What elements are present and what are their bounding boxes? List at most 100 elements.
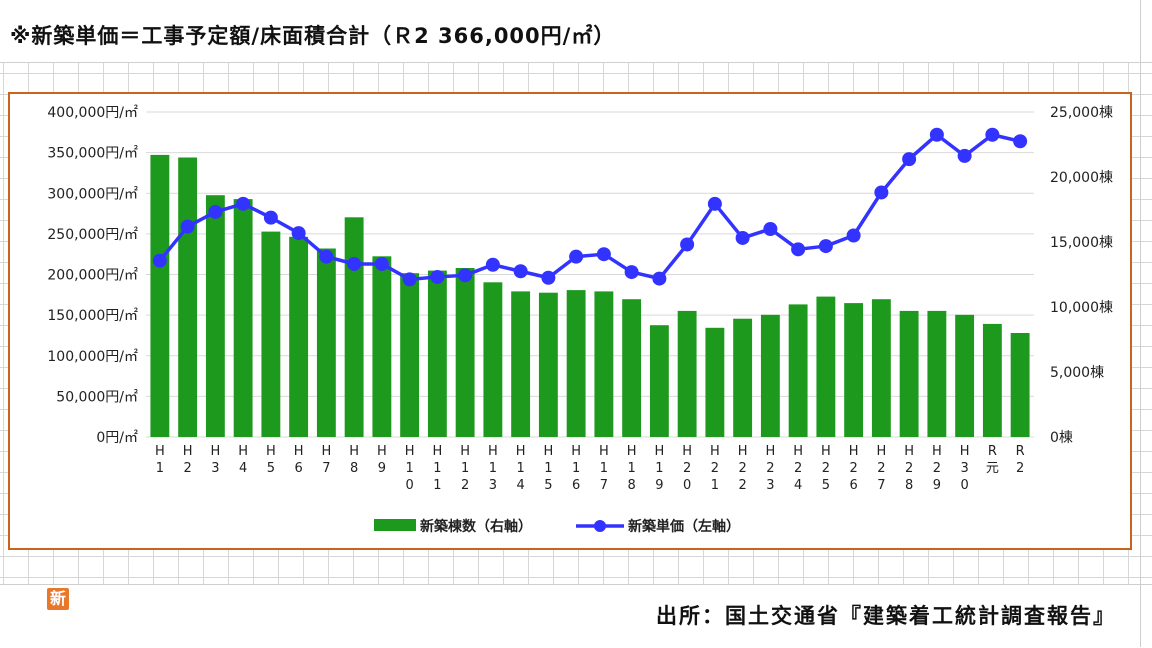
bar-H17 [594,291,614,437]
left-tick-label: 0円/㎡ [96,430,138,446]
right-tick-label: 10,000棟 [1050,300,1113,316]
bar-H28 [899,310,919,437]
bar-H7 [316,248,336,437]
left-tick-label: 400,000円/㎡ [47,105,138,121]
right-tick-label: 0棟 [1050,430,1073,446]
footer-band [0,584,1152,648]
column-divider [1140,0,1141,647]
left-tick-label: 250,000円/㎡ [47,227,138,243]
legend-line-label: 新築単価（左軸） [628,518,740,535]
point-H14 [513,264,528,279]
point-H18 [624,265,639,280]
point-H23 [763,222,778,236]
price-line [158,133,1021,282]
bar-H11 [427,270,447,437]
header-band [0,0,1152,63]
point-R元 [985,127,1000,142]
point-H24 [791,242,806,257]
point-H30 [957,148,972,163]
point-H25 [818,239,833,254]
bar-H30 [955,314,975,437]
bar-R2 [1010,333,1030,437]
bar-H12 [455,268,475,437]
left-tick-label: 300,000円/㎡ [47,186,138,202]
bar-H13 [483,282,503,437]
point-H15 [541,270,556,285]
bar-H27 [871,299,891,437]
left-tick-label: 150,000円/㎡ [47,308,138,324]
bar-H20 [677,310,697,437]
grid-band [0,63,1152,84]
point-H2 [180,219,195,234]
left-axis-ticks: 0円/㎡ 50,000円/㎡ 100,000円/㎡ 150,000円/㎡ 200,000… [47,105,138,446]
point-H17 [596,247,611,262]
page-title: ※新築単価＝工事予定額/床面積合計（Ｒ2 366,000円/㎡） [10,24,616,48]
chart-frame[interactable]: 0円/㎡ 50,000円/㎡ 100,000円/㎡ 150,000円/㎡ 200,000… [8,92,1132,610]
point-H7 [319,249,334,264]
bar-H15 [538,292,558,437]
point-H10 [402,272,417,287]
legend-bar-label: 新築棟数（右軸） [420,518,532,535]
bar-H16 [566,290,586,437]
bar-H1 [150,154,170,437]
point-H21 [707,196,722,211]
point-H27 [874,185,889,200]
left-tick-label: 200,000円/㎡ [47,268,138,284]
point-H9 [374,256,389,271]
bar-H5 [261,231,281,437]
point-R2 [1013,134,1028,149]
point-H12 [458,268,473,283]
bar-H18 [622,299,642,437]
bar-H2 [178,157,198,437]
bar-H9 [372,256,392,437]
point-H29 [929,127,944,142]
point-H20 [680,237,695,252]
point-H19 [652,271,667,286]
right-tick-label: 15,000棟 [1050,235,1113,251]
bar-H3 [205,195,225,437]
point-H13 [485,257,500,272]
point-H11 [430,269,445,284]
line-series [152,127,1028,287]
bar-H24 [788,304,808,437]
point-H8 [347,256,362,271]
bar-H22 [733,318,753,437]
category-axis: H 1 H 2 H 3 H 4 H 5 H 6 H 7 H 8 H 9 H 1 0 H 1 1 H 1 2 H 1 3 H 1 4 H 1 5 H 1 6 H… [155,444,1025,493]
bar-H26 [844,303,864,437]
legend-bar-swatch [374,519,416,531]
bar-H25 [816,296,836,437]
point-H22 [735,230,750,245]
combo-chart: 0円/㎡ 50,000円/㎡ 100,000円/㎡ 150,000円/㎡ 200,000… [47,105,1113,535]
point-H28 [902,152,917,167]
bar-H19 [649,325,669,437]
bar-H14 [511,291,531,437]
legend: 新築棟数（右軸） 新築単価（左軸） [374,518,740,535]
point-H16 [569,249,584,264]
right-axis-ticks: 0棟 5,000棟 10,000棟 15,000棟 20,000棟 25,000棟 [1050,105,1113,446]
bar-H4 [233,199,253,437]
